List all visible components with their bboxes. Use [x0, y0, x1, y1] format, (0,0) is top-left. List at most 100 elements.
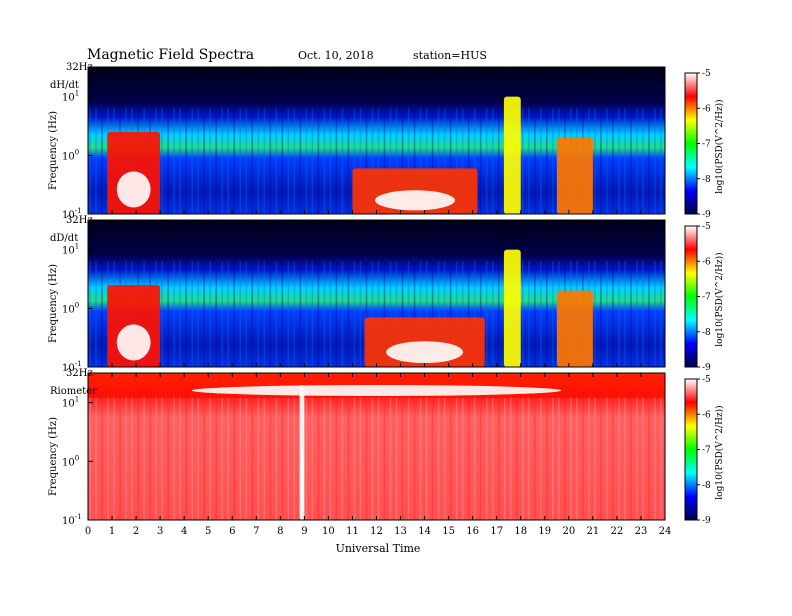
texture-streak [545, 387, 548, 520]
texture-streak [383, 108, 386, 214]
texture-streak [564, 387, 566, 520]
texture-streak [293, 261, 296, 367]
feature-spike-hour-17.6 [503, 96, 521, 214]
texture-streak [263, 261, 266, 367]
colorbar-tick-label: -7 [702, 446, 711, 456]
texture-streak [371, 387, 374, 520]
texture-streak [203, 261, 205, 367]
texture-streak [431, 108, 434, 214]
texture-streak [227, 387, 230, 520]
texture-streak [203, 108, 205, 214]
texture-streak [527, 108, 530, 214]
texture-streak [588, 387, 590, 520]
x-tick-label: 8 [277, 526, 283, 537]
texture-streak [527, 261, 530, 367]
colorbar-tick-label: -6 [702, 410, 711, 420]
texture-streak [401, 387, 404, 520]
texture-streak [281, 108, 284, 214]
texture-streak [173, 108, 175, 214]
x-tick-label: 7 [253, 526, 259, 537]
texture-streak [359, 387, 362, 520]
texture-streak [167, 261, 169, 367]
texture-streak [636, 108, 638, 214]
texture-streak [335, 108, 338, 214]
texture-streak [618, 387, 620, 520]
texture-streak [359, 261, 362, 367]
texture-streak [281, 387, 284, 520]
texture-streak [335, 261, 338, 367]
texture-streak [389, 108, 392, 214]
texture-streak [281, 261, 284, 367]
texture-streak [95, 261, 97, 367]
texture-streak [269, 261, 272, 367]
texture-streak [227, 261, 230, 367]
texture-streak [317, 261, 320, 367]
texture-streak [503, 387, 506, 520]
texture-streak [161, 261, 163, 367]
texture-streak [648, 108, 650, 214]
texture-streak [119, 387, 121, 520]
texture-streak [419, 261, 422, 367]
texture-streak [594, 261, 596, 367]
colorbar-tick-label: -9 [702, 516, 711, 526]
texture-streak [413, 261, 416, 367]
texture-streak [431, 261, 434, 367]
texture-streak [299, 108, 302, 214]
x-tick-label: 18 [514, 526, 527, 537]
x-tick-label: 20 [562, 526, 575, 537]
texture-streak [449, 108, 452, 214]
texture-streak [618, 261, 620, 367]
texture-streak [383, 387, 386, 520]
texture-streak [347, 261, 350, 367]
texture-streak [395, 261, 398, 367]
top-freq-label: 32Hz [66, 62, 93, 73]
y-tick-label: 100 [62, 454, 79, 468]
texture-streak [185, 387, 187, 520]
texture-streak [612, 108, 614, 214]
texture-streak [221, 387, 224, 520]
x-tick-label: 11 [346, 526, 359, 537]
y-tick-label: 100 [62, 148, 79, 162]
texture-streak [479, 387, 482, 520]
texture-streak [353, 387, 356, 520]
colorbar-label: log10(PSD(V^2/Hz)) [714, 405, 725, 499]
texture-streak [101, 261, 103, 367]
texture-streak [359, 108, 362, 214]
texture-streak [437, 387, 440, 520]
texture-streak [395, 108, 398, 214]
texture-streak [245, 261, 248, 367]
texture-streak [521, 387, 524, 520]
texture-streak [275, 387, 278, 520]
texture-streak [233, 387, 236, 520]
texture-streak [197, 108, 199, 214]
texture-streak [125, 387, 127, 520]
texture-streak [407, 261, 410, 367]
x-tick-label: 6 [229, 526, 235, 537]
station-label: station=HUS [413, 49, 487, 62]
texture-streak [251, 261, 254, 367]
texture-streak [660, 108, 662, 214]
texture-streak [221, 108, 224, 214]
x-tick-label: 3 [157, 526, 163, 537]
texture-streak [660, 387, 662, 520]
x-tick-label: 22 [611, 526, 624, 537]
texture-streak [407, 108, 410, 214]
texture-streak [101, 108, 103, 214]
texture-streak [251, 108, 254, 214]
texture-streak [245, 108, 248, 214]
texture-streak [305, 387, 308, 520]
texture-streak [341, 108, 344, 214]
texture-streak [636, 261, 638, 367]
texture-streak [552, 387, 554, 520]
texture-streak [437, 108, 440, 214]
texture-streak [654, 387, 656, 520]
y-tick-label: 101 [62, 396, 79, 410]
texture-streak [479, 108, 482, 214]
texture-streak [251, 387, 254, 520]
texture-streak [461, 108, 464, 214]
texture-streak [377, 261, 380, 367]
texture-streak [323, 261, 326, 367]
